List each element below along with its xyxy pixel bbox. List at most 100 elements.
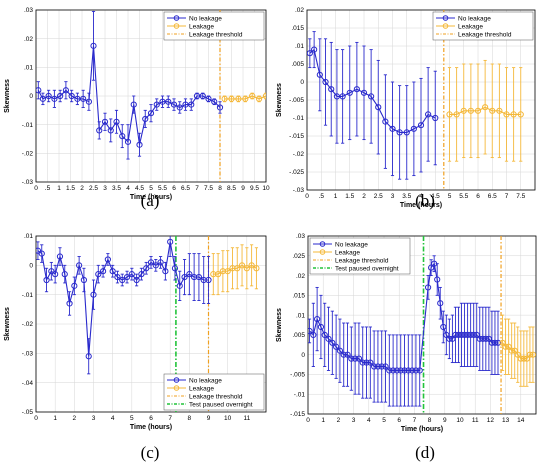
y-tick-label: .03 [24, 7, 33, 14]
data-point [143, 265, 150, 272]
y-tick-label: .025 [292, 253, 305, 260]
x-tick-label: 8 [428, 417, 432, 424]
data-point [80, 276, 88, 284]
x-tick-label: 5.5 [459, 193, 468, 200]
data-point [336, 347, 344, 354]
y-tick-label: -.02 [22, 151, 34, 158]
y-tick-label: -.015 [290, 411, 305, 418]
y-tick-label: .015 [292, 293, 305, 300]
data-point [473, 331, 480, 338]
data-point [85, 98, 93, 105]
data-point [514, 351, 521, 358]
data-point [482, 104, 489, 111]
data-point [348, 355, 355, 362]
data-point [186, 271, 193, 278]
data-point [517, 355, 524, 362]
x-tick-label: 7 [505, 193, 509, 200]
data-point [390, 367, 397, 374]
x-tick-label: 7 [168, 415, 172, 422]
y-tick-label: .01 [296, 312, 305, 319]
legend-label: Test paused overnight [335, 265, 399, 272]
data-point [452, 331, 459, 338]
data-point [529, 351, 536, 358]
x-tick-label: 11 [472, 417, 479, 424]
x-tick-label: 14 [517, 417, 525, 424]
x-tick-label: 2.5 [374, 193, 383, 200]
y-tick-label: -.005 [289, 97, 304, 104]
data-point [76, 262, 83, 269]
panel-label: (c) [141, 443, 160, 462]
plot-area [307, 10, 524, 190]
x-tick-label: 2 [362, 193, 366, 200]
x-tick-label: 6.5 [181, 185, 190, 192]
data-point [410, 125, 417, 132]
data-point [214, 271, 222, 278]
data-point [181, 273, 188, 281]
data-point [238, 262, 246, 269]
data-point [176, 282, 183, 289]
x-tick-label: 3 [352, 417, 356, 424]
series-leakage [221, 92, 266, 103]
data-point [57, 92, 64, 100]
series-leakage [210, 244, 260, 296]
x-tick-label: 7.5 [204, 185, 213, 192]
x-tick-label: 5 [448, 193, 452, 200]
legend-marker [319, 249, 326, 255]
data-point [147, 110, 155, 117]
data-point [71, 282, 78, 289]
data-point [256, 95, 263, 102]
data-point [346, 89, 353, 96]
data-point [523, 355, 530, 362]
data-point [353, 86, 360, 93]
data-point [224, 268, 231, 275]
panel-label: (d) [415, 443, 435, 462]
data-point [491, 339, 499, 346]
data-point [432, 114, 439, 122]
series-line [37, 241, 209, 357]
data-point [352, 355, 359, 362]
data-point [405, 367, 412, 374]
x-tick-label: 6 [172, 185, 176, 192]
x-tick-label: 11 [243, 415, 250, 422]
data-point [460, 107, 467, 114]
legend-marker [173, 15, 180, 21]
x-tick-label: 13 [502, 417, 510, 424]
y-tick-label: -.01 [293, 115, 305, 122]
data-point [159, 98, 166, 105]
data-point [409, 367, 416, 374]
x-tick-label: 5.5 [158, 185, 167, 192]
data-point [39, 95, 47, 102]
y-tick-label: -.04 [22, 380, 34, 387]
series-no-leakage [307, 31, 439, 180]
data-point [68, 92, 75, 100]
data-point [74, 95, 81, 102]
x-tick-label: 0 [34, 185, 38, 192]
data-point [235, 95, 242, 102]
x-tick-label: 12 [487, 417, 495, 424]
data-point [485, 335, 492, 342]
data-point [333, 93, 341, 100]
data-point [165, 98, 172, 105]
x-tick-label: 7 [413, 417, 417, 424]
data-point [314, 315, 321, 323]
y-tick-label: .01 [24, 65, 33, 72]
series-line [309, 48, 436, 133]
series-no-leakage [36, 236, 212, 375]
y-tick-label: -.03 [22, 351, 34, 358]
x-tick-label: 4.5 [431, 193, 440, 200]
data-point [62, 87, 70, 94]
data-point [360, 89, 368, 96]
x-tick-label: 4 [111, 415, 115, 422]
data-point [307, 50, 313, 57]
data-point [401, 367, 408, 374]
x-tick-label: 6 [476, 193, 480, 200]
x-tick-label: 9 [207, 415, 211, 422]
data-point [66, 300, 73, 307]
data-point [467, 331, 474, 338]
data-point [428, 264, 435, 271]
data-point [130, 101, 137, 108]
data-point [85, 353, 92, 360]
legend-label: Leakage threshold [458, 31, 512, 38]
series-leakage [446, 59, 524, 162]
